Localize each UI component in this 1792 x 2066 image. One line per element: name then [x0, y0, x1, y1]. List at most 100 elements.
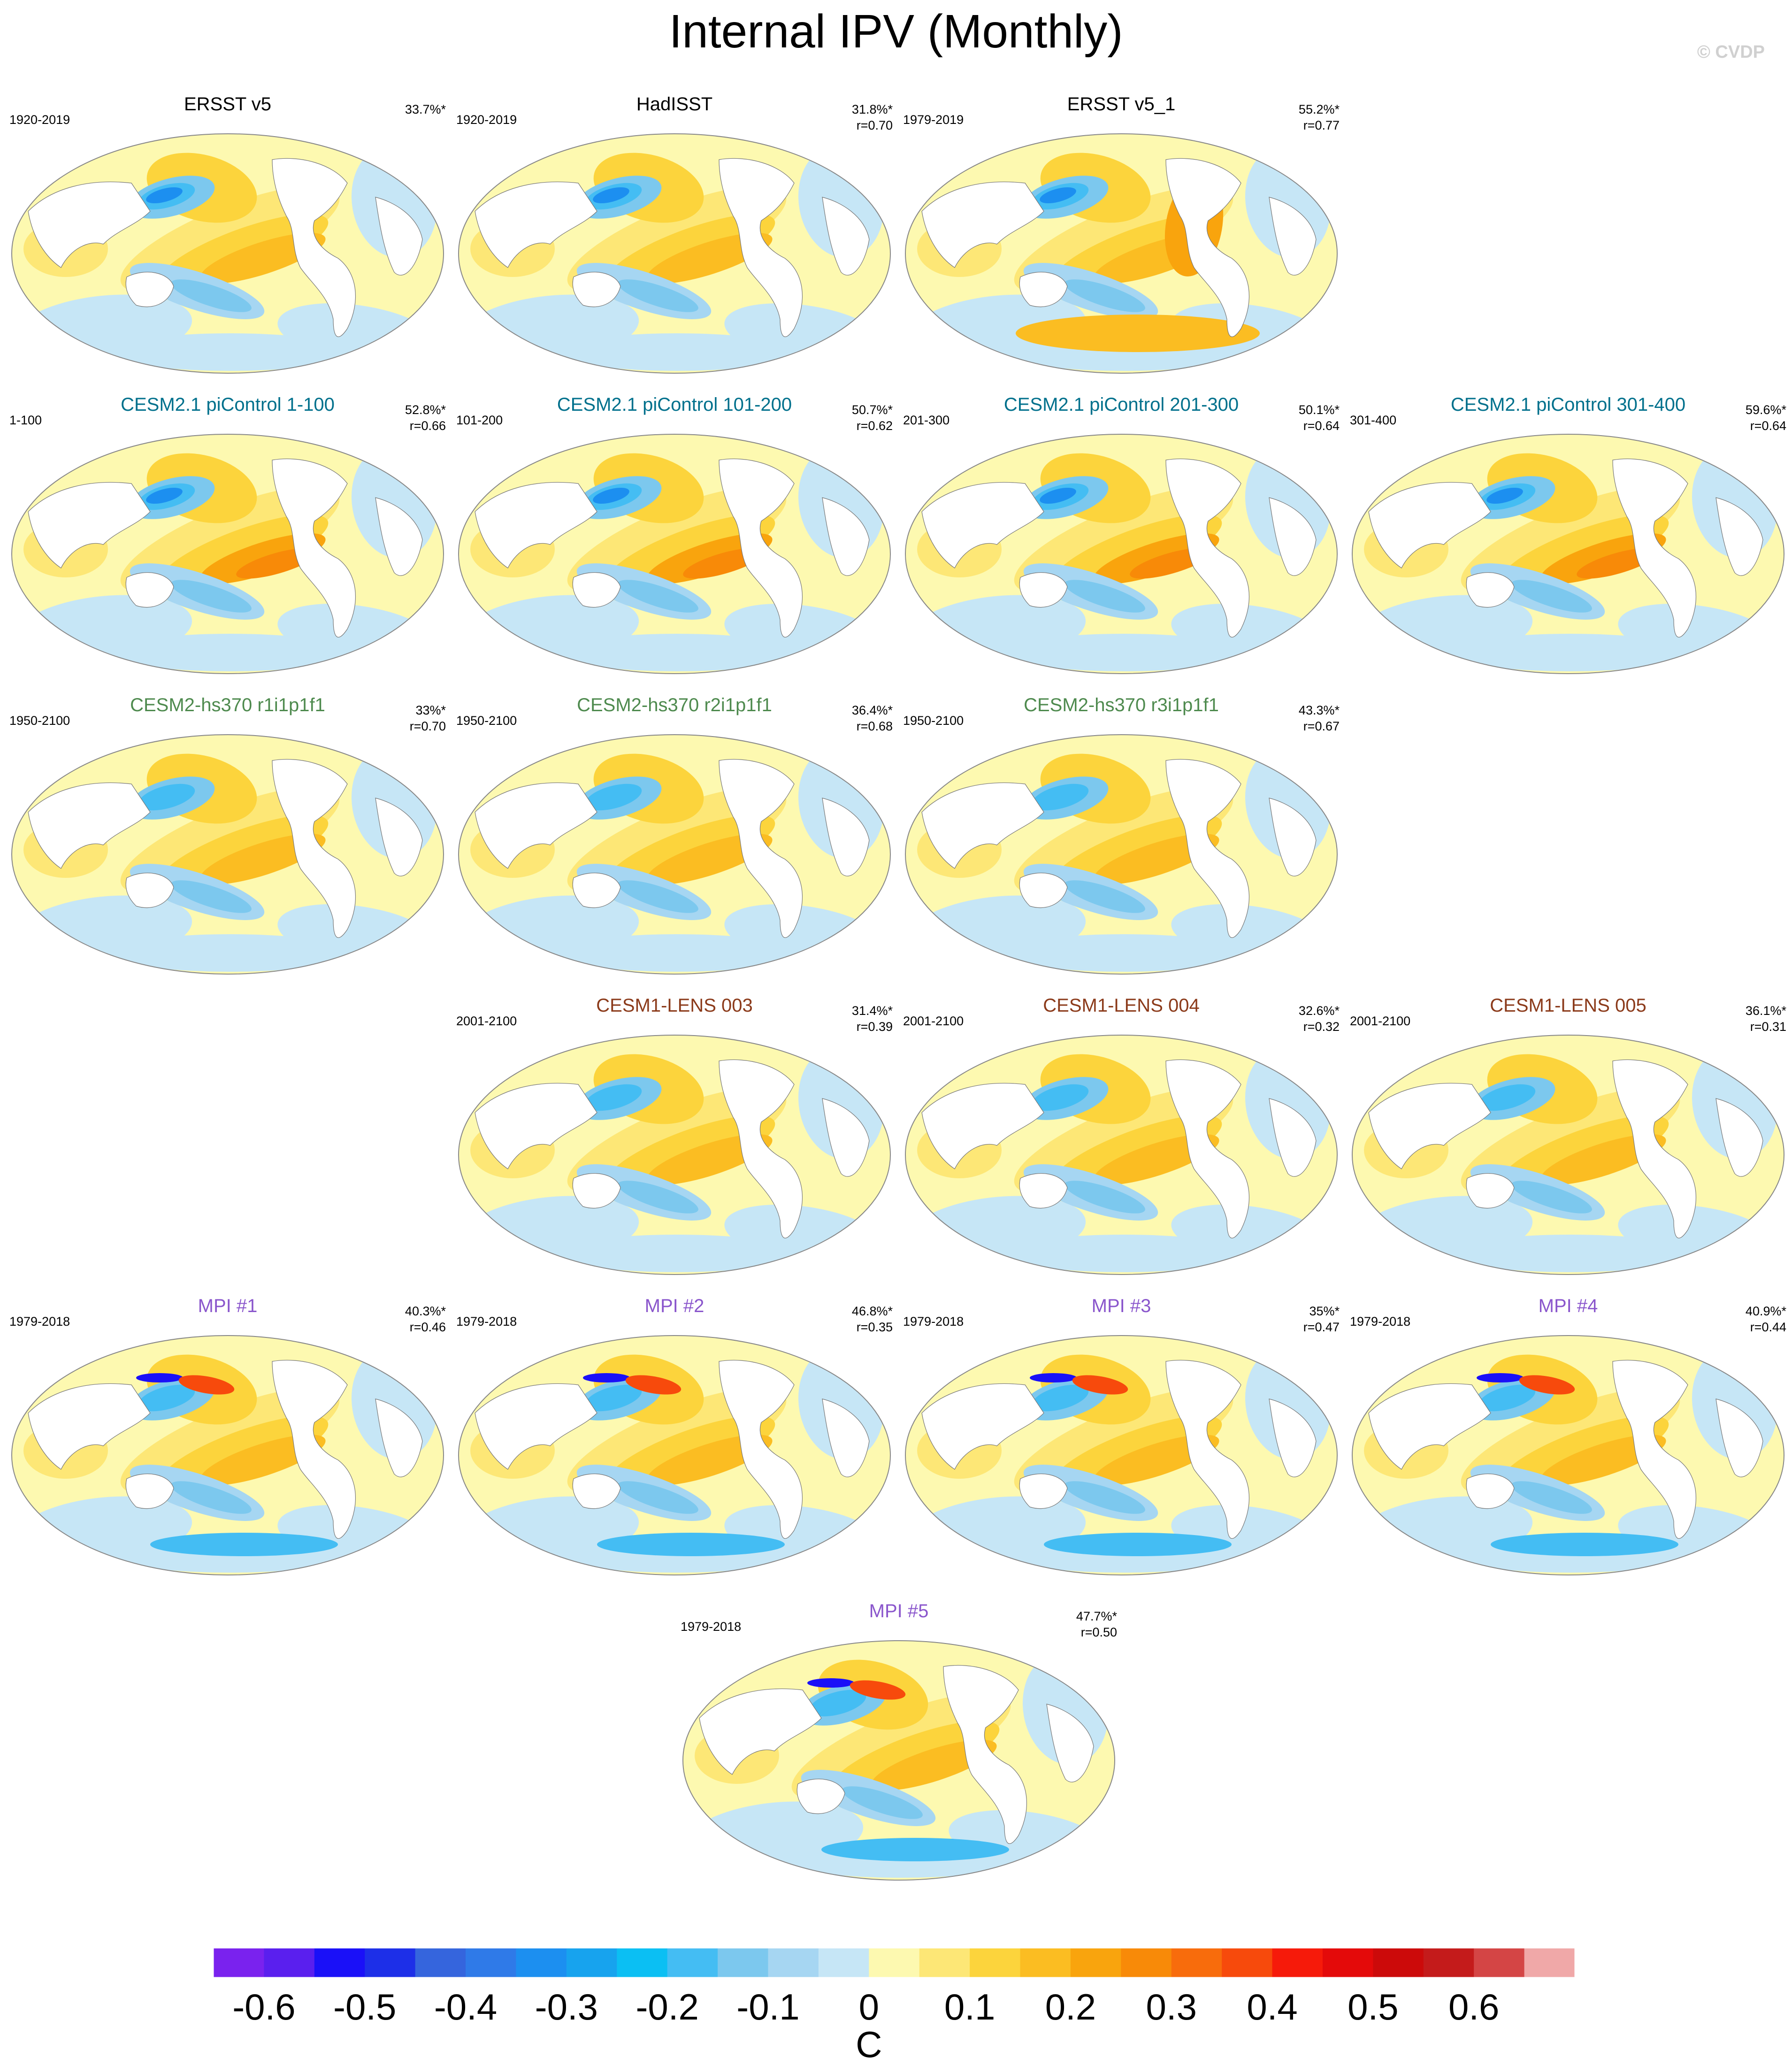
- panel-percent: 55.2%*: [1298, 102, 1340, 116]
- colorbar-tick-label: -0.1: [736, 1986, 800, 2028]
- colorbar-swatch: [1121, 1948, 1172, 1977]
- panel-period: 1920-2019: [9, 113, 70, 127]
- panel-stats: 31.4%* r=0.39: [852, 1003, 893, 1035]
- panel-percent: 50.7%*: [851, 403, 893, 417]
- panel-percent: 31.8%*: [851, 102, 893, 116]
- panel-correlation: r=0.67: [1303, 719, 1340, 733]
- panel-percent: 36.1%*: [1745, 1004, 1786, 1018]
- panel-correlation: r=0.70: [856, 118, 893, 132]
- sst-map: [1352, 1335, 1784, 1575]
- panel-period: 1920-2019: [456, 113, 517, 127]
- panel-percent: 35%*: [1309, 1304, 1340, 1318]
- colorbar-tick-label: -0.6: [232, 1986, 296, 2028]
- sst-map: [905, 1335, 1338, 1575]
- map-panel: CESM2.1 piControl 101-200 101-200 50.7%* r=…: [456, 394, 893, 676]
- panel-stats: 40.9%* r=0.44: [1746, 1303, 1786, 1335]
- colorbar-swatch: [365, 1948, 416, 1977]
- panel-stats: 35%* r=0.47: [1303, 1303, 1340, 1335]
- panel-period: 301-400: [1350, 413, 1397, 427]
- panel-correlation: r=0.64: [1303, 419, 1340, 433]
- panel-title: ERSST v5_1: [1067, 94, 1176, 115]
- colorbar-swatch: [1020, 1948, 1071, 1977]
- sst-map: [458, 133, 891, 374]
- panel-stats: 40.3%* r=0.46: [405, 1303, 446, 1335]
- panel-stats: 43.3%* r=0.67: [1299, 702, 1340, 734]
- panel-correlation: r=0.77: [1303, 118, 1340, 132]
- colorbar-swatch: [818, 1948, 869, 1977]
- colorbar-swatch: [617, 1948, 668, 1977]
- panel-stats: 52.8%* r=0.66: [405, 402, 446, 434]
- panel-period: 1979-2018: [681, 1620, 742, 1634]
- panel-period: 1950-2100: [903, 714, 964, 728]
- colorbar-swatch: [718, 1948, 768, 1977]
- panel-title: CESM2-hs370 r2i1p1f1: [577, 695, 772, 715]
- map-panel: CESM2.1 piControl 201-300 201-300 50.1%* r=…: [903, 394, 1340, 676]
- panel-correlation: r=0.64: [1750, 419, 1786, 433]
- sst-map: [11, 734, 444, 975]
- map-panel: CESM2.1 piControl 1-100 1-100 52.8%* r=0.66: [9, 394, 446, 676]
- panel-stats: 46.8%* r=0.35: [852, 1303, 893, 1335]
- panel-percent: 47.7%*: [1076, 1609, 1117, 1623]
- sst-map: [905, 133, 1338, 374]
- panel-correlation: r=0.32: [1303, 1020, 1340, 1034]
- panel-stats: 50.1%* r=0.64: [1299, 402, 1340, 434]
- panel-stats: 47.7%* r=0.50: [1076, 1608, 1117, 1640]
- map-panel: MPI #2 1979-2018 46.8%* r=0.35: [456, 1296, 893, 1577]
- colorbar-tick-label: -0.5: [333, 1986, 397, 2028]
- panel-title: CESM2.1 piControl 301-400: [1450, 394, 1686, 415]
- panel-period: 1979-2018: [903, 1314, 964, 1329]
- colorbar-swatch: [415, 1948, 466, 1977]
- panel-percent: 52.8%*: [405, 403, 446, 417]
- sst-map: [458, 434, 891, 674]
- sst-map: [905, 434, 1338, 674]
- colorbar-swatch: [1171, 1948, 1222, 1977]
- sst-map: [1352, 434, 1784, 674]
- panel-title: MPI #1: [198, 1296, 258, 1316]
- sst-map: [458, 1035, 891, 1275]
- map-panel: ERSST v5_1 1979-2019 55.2%* r=0.77: [903, 94, 1340, 376]
- colorbar-tick-label: 0.4: [1247, 1986, 1298, 2028]
- panel-title: MPI #4: [1538, 1296, 1598, 1316]
- sst-map: [458, 1335, 891, 1575]
- map-panel: HadISST 1920-2019 31.8%* r=0.70: [456, 94, 893, 376]
- panel-correlation: r=0.70: [409, 719, 446, 733]
- panel-stats: 50.7%* r=0.62: [852, 402, 893, 434]
- colorbar-swatch: [1373, 1948, 1424, 1977]
- colorbar-tick-label: 0.1: [944, 1986, 996, 2028]
- panel-period: 1979-2018: [9, 1314, 70, 1329]
- colorbar-units: C: [856, 2024, 882, 2065]
- panel-period: 201-300: [903, 413, 950, 427]
- colorbar-swatch: [214, 1948, 264, 1977]
- panel-period: 1979-2019: [903, 113, 964, 127]
- colorbar-swatch: [1070, 1948, 1121, 1977]
- colorbar-tick-label: 0.5: [1348, 1986, 1399, 2028]
- panel-stats: 33%* r=0.70: [410, 702, 446, 734]
- panel-correlation: r=0.46: [409, 1320, 446, 1334]
- panel-percent: 32.6%*: [1298, 1004, 1340, 1018]
- panel-correlation: r=0.44: [1750, 1320, 1786, 1334]
- panel-percent: 46.8%*: [851, 1304, 893, 1318]
- panel-title: CESM2.1 piControl 1-100: [121, 394, 335, 415]
- map-panel: CESM2-hs370 r3i1p1f1 1950-2100 43.3%* r=0.6…: [903, 695, 1340, 976]
- panel-period: 2001-2100: [903, 1014, 964, 1028]
- panel-title: CESM1-LENS 005: [1490, 995, 1646, 1016]
- map-panel: CESM2.1 piControl 301-400 301-400 59.6%* r=…: [1350, 394, 1786, 676]
- panel-correlation: r=0.39: [856, 1020, 893, 1034]
- panel-period: 2001-2100: [1350, 1014, 1411, 1028]
- colorbar-tick-label: 0: [858, 1986, 879, 2028]
- panel-percent: 33.7%*: [405, 102, 446, 116]
- map-panel: CESM2-hs370 r2i1p1f1 1950-2100 36.4%* r=0.6…: [456, 695, 893, 976]
- panel-title: CESM1-LENS 004: [1043, 995, 1200, 1016]
- panel-correlation: r=0.68: [856, 719, 893, 733]
- sst-map: [11, 133, 444, 374]
- sst-map: [11, 434, 444, 674]
- colorbar-tick-label: 0.3: [1146, 1986, 1197, 2028]
- panel-stats: 59.6%* r=0.64: [1746, 402, 1786, 434]
- panel-correlation: r=0.50: [1080, 1625, 1117, 1639]
- panel-title: MPI #5: [869, 1601, 929, 1621]
- map-panel: MPI #3 1979-2018 35%* r=0.47: [903, 1296, 1340, 1577]
- map-panel: MPI #1 1979-2018 40.3%* r=0.46: [9, 1296, 446, 1577]
- panel-correlation: r=0.62: [856, 419, 893, 433]
- figure-title: Internal IPV (Monthly): [669, 5, 1123, 58]
- panel-period: 2001-2100: [456, 1014, 517, 1028]
